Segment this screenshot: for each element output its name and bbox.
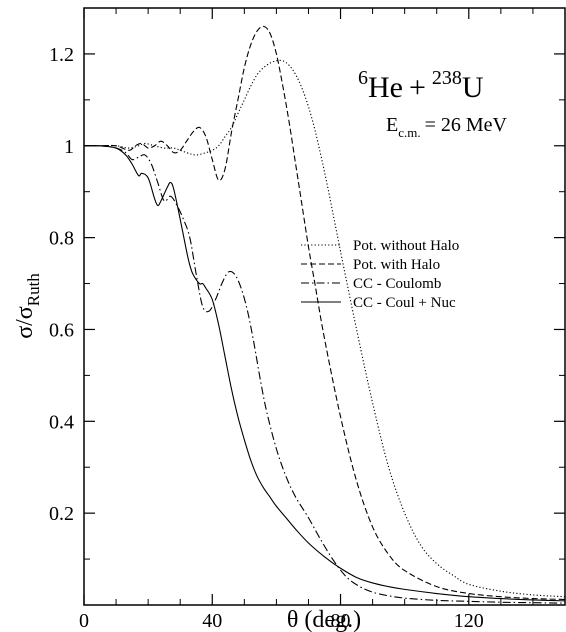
legend-label: Pot. without Halo: [353, 238, 459, 254]
x-tick-label: 80: [331, 610, 351, 632]
x-axis-label: θ (deg.): [287, 607, 361, 632]
y-tick-label: 0.4: [49, 411, 74, 433]
series-line-solid: [83, 145, 566, 602]
y-tick-label: 1.2: [49, 44, 74, 66]
series-line-dashdot: [83, 145, 566, 604]
y-tick-label: 0.2: [49, 503, 74, 525]
y-tick-label: 0.6: [49, 319, 74, 341]
x-tick-label: 0: [79, 610, 89, 632]
x-tick-label: 40: [202, 610, 222, 632]
legend-label: Pot. with Halo: [353, 257, 440, 273]
x-tick-label: 120: [454, 610, 484, 632]
reaction-annotation: 6He +238U: [358, 67, 484, 104]
ticks-layer: 0 40 80 120 0.2 0.4 0.6 0.8 1 1.2: [49, 8, 565, 632]
legend-label: CC - Coul + Nuc: [353, 295, 456, 311]
y-axis-label: σ/σRuth: [12, 273, 43, 339]
series-layer: [83, 25, 566, 604]
y-tick-label: 1: [64, 136, 74, 158]
y-tick-label: 0.8: [49, 228, 74, 250]
legend: Pot. without Halo Pot. with Halo CC - Coul…: [301, 238, 459, 311]
energy-annotation: Ec.m. = 26 MeV: [386, 114, 508, 140]
plot-frame: [83, 7, 566, 606]
legend-label: CC - Coulomb: [353, 276, 441, 292]
series-line-dotted: [84, 59, 566, 598]
series-line-dashed: [84, 25, 566, 601]
